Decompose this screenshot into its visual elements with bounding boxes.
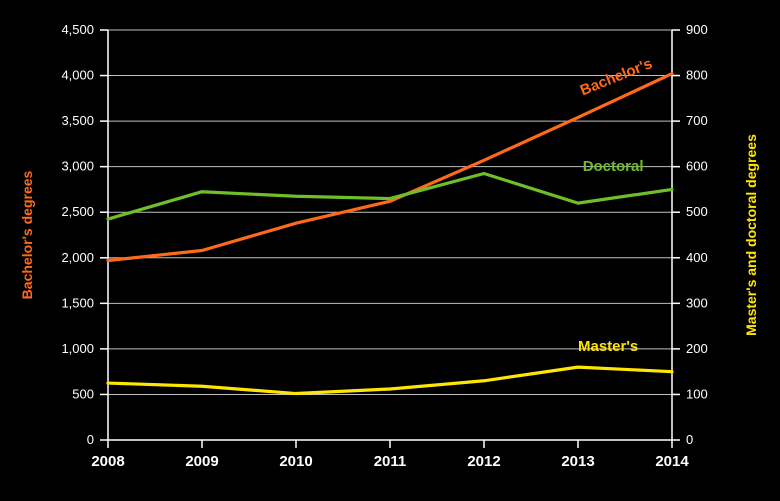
x-tick-label: 2014 [655,453,689,470]
y-left-tick-label: 500 [72,386,94,401]
y-left-tick-label: 3,500 [61,113,94,128]
y-left-tick-label: 1,000 [61,341,94,356]
y-right-tick-label: 600 [686,159,708,174]
y-left-axis-label: Bachelor's degrees [19,170,35,299]
y-right-axis-label: Master's and doctoral degrees [743,134,759,336]
series-label-masters: Master's [578,338,638,355]
y-left-tick-label: 4,000 [61,68,94,83]
x-tick-label: 2010 [279,453,312,470]
y-right-tick-label: 800 [686,68,708,83]
y-left-tick-label: 4,500 [61,22,94,37]
y-right-tick-label: 700 [686,113,708,128]
y-right-tick-label: 400 [686,250,708,265]
x-tick-label: 2011 [374,453,407,470]
y-left-tick-label: 2,500 [61,204,94,219]
y-right-tick-label: 100 [686,386,708,401]
y-right-tick-label: 200 [686,341,708,356]
y-left-tick-label: 0 [87,432,94,447]
y-left-tick-label: 2,000 [61,250,94,265]
y-right-tick-label: 0 [686,432,693,447]
y-right-tick-label: 300 [686,295,708,310]
y-left-tick-label: 1,500 [61,295,94,310]
degrees-line-chart: 2008 2009 2010 2011 2012 2013 2014 0 500 1,000 1,5… [0,0,780,501]
y-right-tick-label: 900 [686,22,708,37]
x-tick-label: 2013 [561,453,594,470]
series-label-doctoral: Doctoral [583,158,644,175]
y-right-tick-label: 500 [686,204,708,219]
y-left-tick-label: 3,000 [61,159,94,174]
x-tick-label: 2012 [467,453,500,470]
x-tick-label: 2009 [185,453,218,470]
x-tick-label: 2008 [91,453,124,470]
